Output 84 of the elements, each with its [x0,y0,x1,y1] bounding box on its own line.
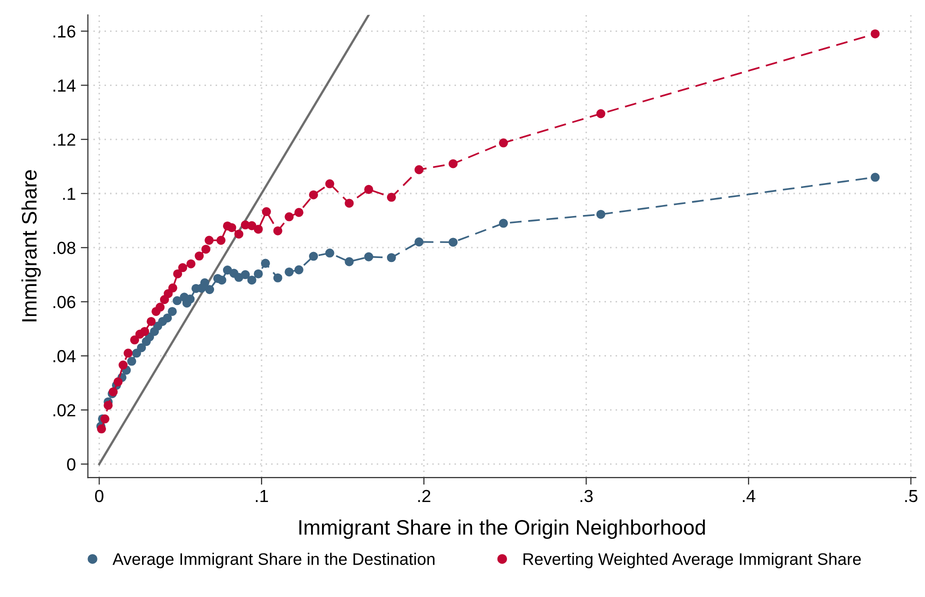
point [104,400,113,410]
point [140,326,150,336]
y-axis-title: Immigrant Share [21,170,41,322]
y-tick-label: .04 [54,350,76,362]
x-tick-label: .5 [905,490,918,502]
point [325,248,334,258]
point [254,224,263,234]
point [596,210,606,219]
point [200,278,210,288]
point [124,348,133,358]
point [201,244,210,254]
point [186,259,196,268]
point [498,218,508,228]
x-tick-label: 0 [95,490,104,502]
point [240,270,250,280]
point [498,138,508,148]
point [247,221,256,230]
y-tick-label: .16 [54,25,76,38]
point [448,159,458,168]
point [168,283,178,292]
point [227,223,236,232]
point [262,207,271,216]
point [130,335,140,344]
point [284,212,294,222]
point [364,184,374,194]
point [156,302,165,312]
point [414,237,424,246]
y-tick-label: .14 [54,80,76,92]
point [386,253,396,262]
point [136,343,146,352]
legend-label: Average Immigrant Share in the Destination [112,552,434,568]
y-tick-label: .12 [54,134,76,146]
x-axis-title: Immigrant Share in the Origin Neighborhood [299,519,705,539]
x-tick-label: .3 [580,490,593,502]
point [273,273,282,282]
point [308,252,318,261]
point [114,377,123,386]
x-tick-label: .1 [256,490,268,502]
point [162,313,172,322]
point [132,348,142,358]
point [146,316,156,326]
point [100,414,110,424]
point [216,236,226,245]
point [260,258,270,268]
point [168,306,177,316]
y-tick-label: .02 [54,404,76,416]
y-tick-label: 0 [67,458,76,471]
y-tick-label: .08 [54,242,76,254]
point [173,269,182,278]
x-tick-label: .4 [742,490,756,502]
legend-label: Reverting Weighted Average Immigrant Share [524,552,861,568]
point [254,269,263,278]
point [386,192,396,202]
point [172,296,182,306]
point [364,252,374,262]
point [344,198,354,208]
point [247,276,256,285]
point [294,265,304,274]
point [414,165,424,174]
point [164,289,173,298]
point [178,263,188,272]
point [273,226,282,236]
point [160,295,170,304]
point [194,251,204,261]
point [127,356,136,366]
point [234,230,244,239]
point [448,238,458,247]
point [870,172,880,182]
point [325,179,334,188]
y-tick-label: .1 [63,188,76,200]
point [205,285,214,294]
point [308,190,318,200]
point [204,236,214,245]
point [294,208,304,217]
point [118,360,128,370]
point [344,257,354,266]
x-tick-label: .2 [418,490,430,502]
point [284,267,294,276]
point [222,266,232,275]
point [870,29,880,38]
point [596,109,606,118]
y-tick-label: .06 [54,296,76,308]
point [96,424,106,434]
point [217,276,226,285]
